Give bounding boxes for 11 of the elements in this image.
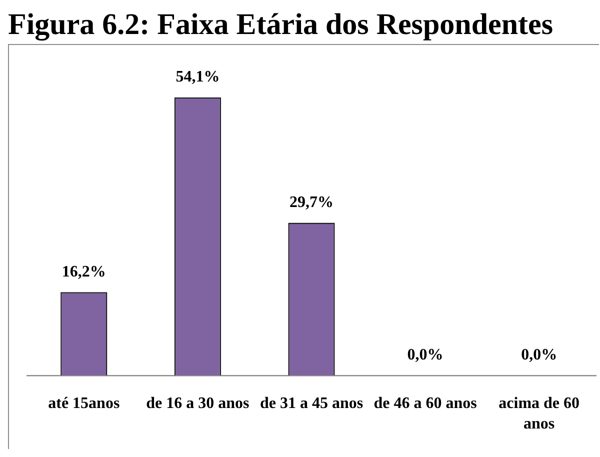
x-tick-label: de 46 a 60 anos — [374, 394, 477, 412]
chart-title: Figura 6.2: Faixa Etária dos Respondentes — [8, 8, 554, 42]
data-label: 54,1% — [176, 68, 220, 86]
x-tick-label: de 31 a 45 anos — [260, 394, 364, 412]
data-label: 29,7% — [290, 194, 334, 211]
x-tick-label: de 16 a 30 anos — [146, 394, 250, 412]
data-label: 16,2% — [62, 263, 106, 280]
x-tick-label: até 15anos — [48, 394, 120, 412]
data-label: 0,0% — [407, 346, 444, 364]
data-label: 0,0% — [521, 346, 558, 364]
x-tick-label: acima de 60 anos — [498, 394, 580, 433]
